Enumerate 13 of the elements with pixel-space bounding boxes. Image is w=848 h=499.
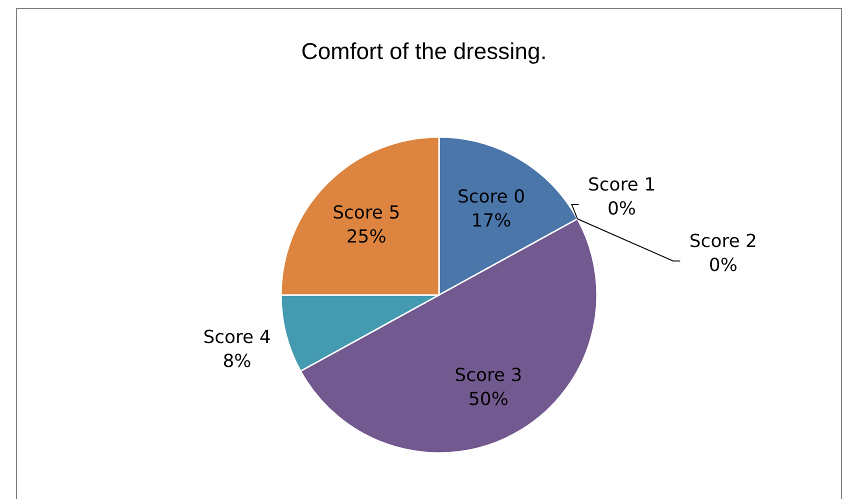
slice-label: Score 4 (203, 326, 271, 348)
slice-label: Score 3 (454, 364, 522, 386)
chart-title: Comfort of the dressing. (300, 38, 548, 65)
data-label: 8% (222, 350, 252, 372)
data-label: 50% (468, 388, 508, 410)
slice-label: Score 5 (332, 202, 400, 224)
text: 0% (708, 255, 738, 276)
category-label: Score 2 (689, 231, 757, 252)
data-label: 25% (346, 226, 386, 248)
text: 0% (607, 198, 636, 220)
category-label: Score 1 (588, 174, 656, 196)
slice-label: Score 0 (457, 186, 526, 208)
data-label: 17% (471, 210, 512, 232)
